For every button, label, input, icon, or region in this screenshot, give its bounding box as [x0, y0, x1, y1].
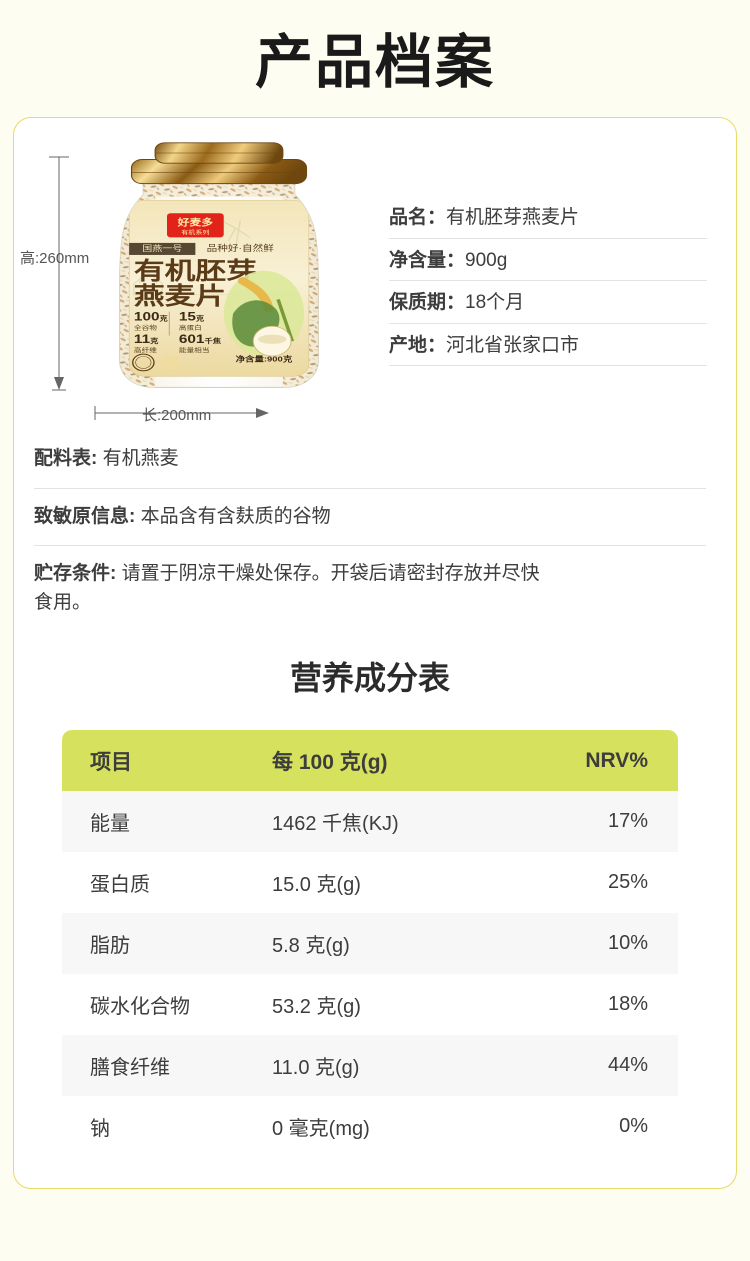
- svg-text:全谷物: 全谷物: [134, 324, 157, 332]
- svg-text:高纤维: 高纤维: [134, 346, 157, 354]
- svg-text:有机系列: 有机系列: [181, 228, 209, 236]
- svg-text:高蛋白: 高蛋白: [179, 324, 202, 332]
- svg-text:好麦多: 好麦多: [177, 217, 214, 228]
- svg-text:能量相当: 能量相当: [179, 346, 210, 354]
- svg-text:国燕一号: 国燕一号: [142, 243, 182, 253]
- svg-text:燕麦片: 燕麦片: [134, 282, 226, 309]
- svg-text:品种好·自然鲜: 品种好·自然鲜: [207, 243, 275, 253]
- svg-text:净含量:900克: 净含量:900克: [236, 355, 293, 364]
